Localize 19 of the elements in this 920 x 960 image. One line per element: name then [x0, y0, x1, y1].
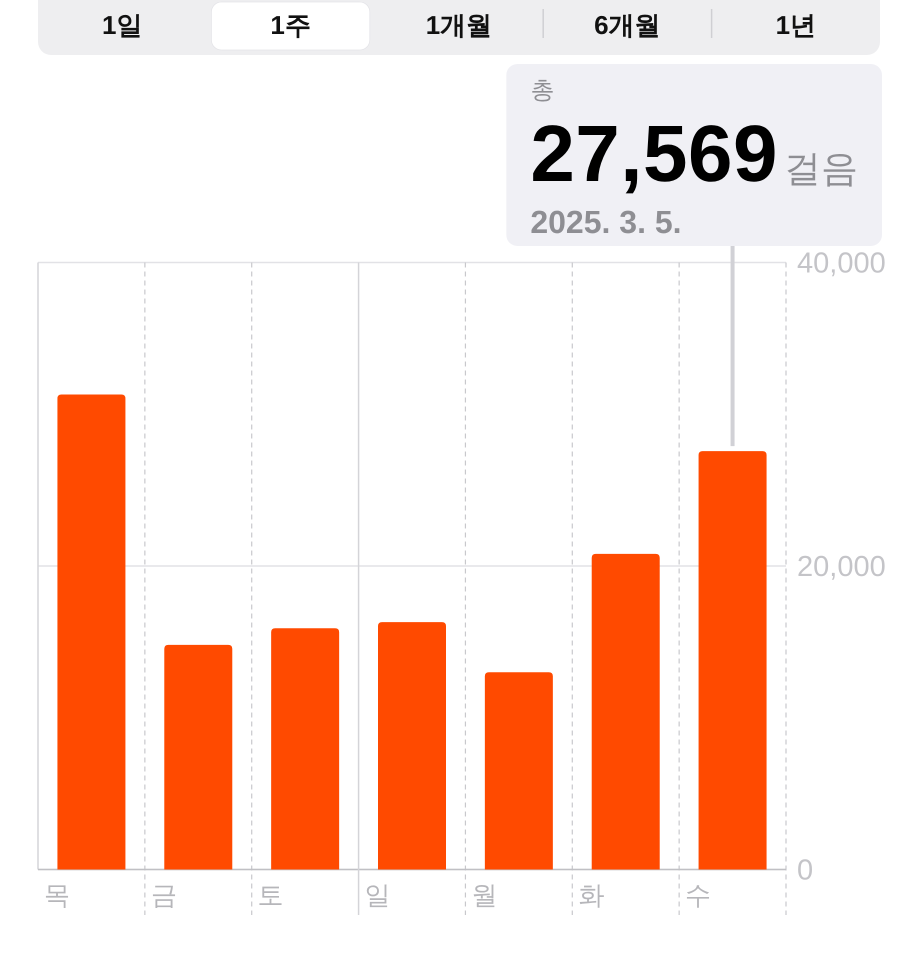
tab-label: 1년 [776, 10, 816, 40]
x-tick-label: 목 [44, 880, 70, 910]
x-tick-label: 화 [578, 880, 604, 910]
callout-unit: 걸음 [784, 148, 858, 189]
tab-label: 6개월 [594, 10, 661, 40]
x-tick-label: 금 [150, 880, 177, 910]
callout-value: 27,569 [530, 109, 778, 198]
callout-date: 2025. 3. 5. [530, 204, 682, 240]
tab-label: 1일 [102, 10, 142, 40]
x-tick-label: 일 [364, 880, 391, 910]
x-tick-label: 수 [685, 880, 712, 910]
y-tick-label: 20,000 [797, 551, 886, 583]
x-tick-label: 월 [471, 880, 498, 910]
tab-label: 1개월 [426, 10, 492, 40]
y-tick-label: 0 [797, 854, 814, 886]
callout-header: 총 [530, 77, 554, 104]
x-tick-label: 토 [258, 880, 284, 910]
tab-label: 1주 [270, 10, 311, 40]
y-tick-label: 40,000 [797, 248, 886, 280]
